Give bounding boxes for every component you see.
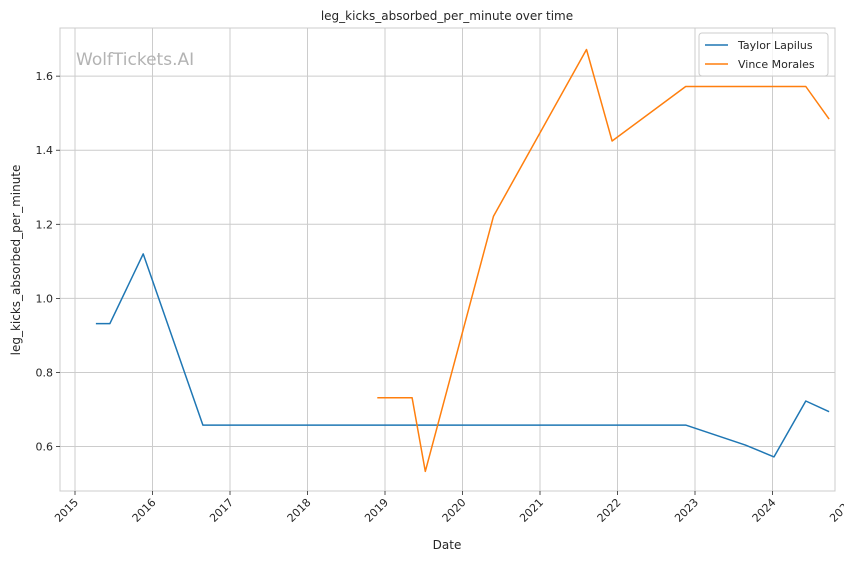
data-point-vince-morales	[425, 471, 427, 473]
y-tick-label: 1.4	[36, 144, 54, 157]
watermark-text: WolfTickets.AI	[76, 50, 194, 70]
legend-label-taylor-lapilus: Taylor Lapilus	[737, 39, 813, 52]
x-tick-label: 2015	[52, 496, 81, 525]
legend-label-vince-morales: Vince Morales	[738, 58, 815, 71]
x-tick-label: 2023	[672, 496, 701, 525]
data-point-taylor-lapilus	[95, 323, 97, 325]
y-axis-ticks: 0.6 0.8 1.0 1.2 1.4 1.6	[36, 70, 60, 454]
series-line-taylor-lapilus	[95, 253, 830, 458]
x-tick-label: 2025	[827, 496, 844, 525]
data-point-vince-morales	[377, 397, 379, 399]
x-tick-label: 2019	[362, 496, 391, 525]
data-point-vince-morales	[493, 215, 495, 217]
x-axis-ticks: 2015 2016 2017 2018 2019 2020 2021 2022 2023 2024…	[52, 491, 844, 525]
legend-box	[698, 32, 829, 77]
data-point-taylor-lapilus	[202, 424, 204, 426]
x-tick-label: 2018	[285, 496, 314, 525]
chart-title: leg_kicks_absorbed_per_minute over time	[321, 9, 573, 23]
x-tick-label: 2024	[750, 496, 779, 525]
x-tick-label: 2022	[595, 496, 624, 525]
plot-area	[59, 27, 836, 492]
y-tick-label: 1.0	[36, 292, 54, 305]
data-point-taylor-lapilus	[805, 400, 807, 402]
series-layer	[95, 48, 830, 473]
data-point-taylor-lapilus	[828, 411, 830, 413]
series-line-vince-morales	[377, 48, 830, 473]
data-point-vince-morales	[805, 86, 807, 88]
x-tick-label: 2017	[207, 496, 236, 525]
y-tick-label: 1.2	[36, 218, 54, 231]
data-point-taylor-lapilus	[685, 424, 687, 426]
y-tick-label: 0.6	[36, 441, 54, 454]
y-gridlines	[60, 75, 835, 448]
series-vince-morales	[377, 48, 830, 473]
data-point-vince-morales	[586, 49, 588, 51]
data-point-vince-morales	[611, 140, 613, 142]
data-point-vince-morales	[685, 86, 687, 88]
y-tick-label: 0.8	[36, 366, 54, 379]
data-point-vince-morales	[411, 397, 413, 399]
data-point-taylor-lapilus	[745, 444, 747, 446]
data-point-taylor-lapilus	[109, 323, 111, 325]
data-point-taylor-lapilus	[142, 253, 144, 255]
x-tick-label: 2021	[517, 496, 546, 525]
data-point-taylor-lapilus	[773, 456, 775, 458]
x-tick-label: 2016	[130, 496, 159, 525]
y-tick-label: 1.6	[36, 70, 54, 83]
x-gridlines	[74, 28, 773, 491]
y-axis-title: leg_kicks_absorbed_per_minute	[9, 165, 23, 356]
x-tick-label: 2020	[440, 496, 469, 525]
x-axis-title: Date	[433, 538, 462, 552]
series-taylor-lapilus	[95, 253, 830, 458]
legend: Taylor Lapilus Vince Morales	[698, 32, 829, 77]
data-point-vince-morales	[828, 118, 830, 120]
